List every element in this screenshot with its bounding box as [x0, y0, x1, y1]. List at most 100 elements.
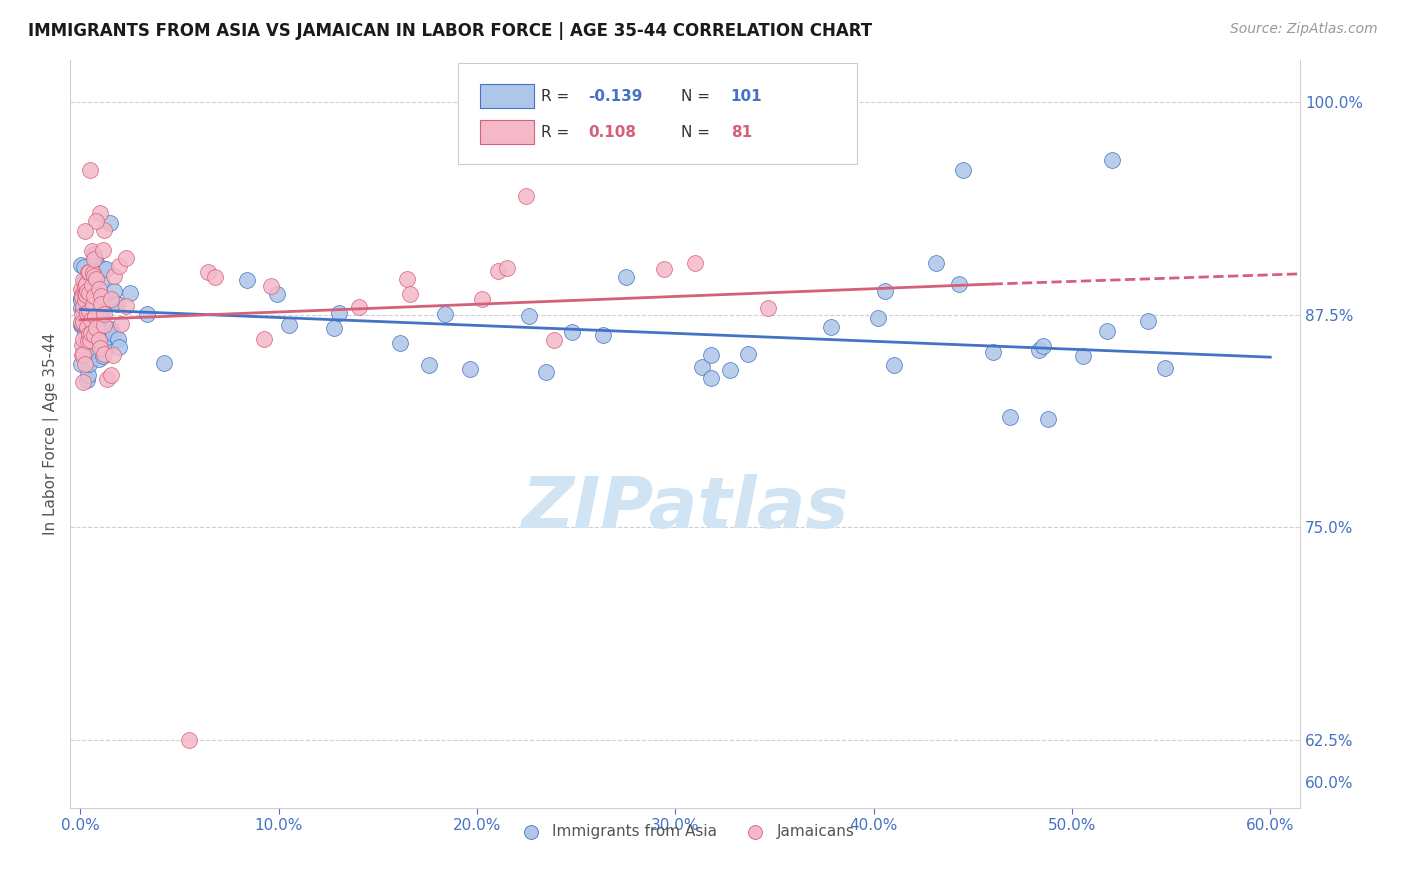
- Point: [90, 289, 112, 303]
- Point: [73, 287, 96, 301]
- Point: [69, 291, 91, 305]
- Point: [75, 277, 97, 292]
- Point: [278, 318, 301, 333]
- Point: [76, 275, 98, 289]
- Text: Source: ZipAtlas.com: Source: ZipAtlas.com: [1230, 22, 1378, 37]
- Point: [91, 349, 114, 363]
- Point: [83, 327, 105, 342]
- Text: IMMIGRANTS FROM ASIA VS JAMAICAN IN LABOR FORCE | AGE 35-44 CORRELATION CHART: IMMIGRANTS FROM ASIA VS JAMAICAN IN LABO…: [28, 22, 872, 40]
- Point: [75, 293, 97, 307]
- Point: [873, 284, 896, 298]
- Point: [73, 224, 96, 238]
- Point: [77, 357, 100, 371]
- Point: [1038, 411, 1060, 425]
- Point: [79, 288, 101, 302]
- Point: [328, 306, 350, 320]
- Point: [614, 269, 637, 284]
- Point: [83, 302, 105, 317]
- Point: [72, 290, 94, 304]
- Point: [96, 330, 118, 344]
- Point: [534, 365, 557, 379]
- Text: 81: 81: [731, 125, 752, 140]
- Point: [101, 348, 124, 362]
- Point: [84, 293, 107, 307]
- Point: [70, 348, 93, 362]
- Point: [72, 299, 94, 313]
- Point: [93, 347, 115, 361]
- Point: [1032, 339, 1054, 353]
- Point: [517, 309, 540, 323]
- Point: [70, 282, 93, 296]
- Point: [73, 260, 96, 274]
- Point: [83, 289, 105, 303]
- Point: [952, 163, 974, 178]
- Point: [75, 288, 97, 302]
- Point: [89, 342, 111, 356]
- Point: [87, 282, 110, 296]
- Point: [433, 307, 456, 321]
- Point: [486, 264, 509, 278]
- Text: R =: R =: [541, 125, 575, 140]
- Point: [136, 307, 159, 321]
- Point: [77, 334, 100, 348]
- Point: [347, 300, 370, 314]
- Point: [70, 307, 93, 321]
- Point: [80, 304, 103, 318]
- Point: [72, 303, 94, 318]
- Point: [69, 258, 91, 272]
- Point: [70, 293, 93, 307]
- Point: [418, 358, 440, 372]
- Point: [72, 376, 94, 390]
- Legend: Immigrants from Asia, Jamaicans: Immigrants from Asia, Jamaicans: [509, 818, 860, 845]
- Point: [84, 321, 107, 335]
- Point: [98, 216, 121, 230]
- Point: [981, 345, 1004, 359]
- Point: [76, 321, 98, 335]
- Point: [93, 222, 115, 236]
- Point: [1028, 343, 1050, 358]
- Point: [72, 273, 94, 287]
- Point: [96, 294, 118, 309]
- Text: 0.108: 0.108: [588, 125, 636, 140]
- Point: [69, 357, 91, 371]
- Point: [690, 359, 713, 374]
- Point: [76, 373, 98, 387]
- Point: [737, 347, 759, 361]
- Point: [1101, 153, 1123, 167]
- Point: [83, 332, 105, 346]
- Point: [83, 316, 105, 330]
- Point: [103, 269, 125, 284]
- Point: [107, 340, 129, 354]
- Point: [75, 320, 97, 334]
- Text: 101: 101: [731, 89, 762, 103]
- Point: [253, 333, 276, 347]
- Point: [72, 283, 94, 297]
- Point: [83, 268, 105, 283]
- Point: [179, 732, 201, 747]
- Point: [396, 272, 419, 286]
- Point: [925, 256, 948, 270]
- Text: N =: N =: [682, 125, 716, 140]
- Point: [399, 287, 422, 301]
- Point: [82, 266, 104, 280]
- Point: [90, 308, 112, 322]
- Point: [93, 307, 115, 321]
- Point: [75, 325, 97, 339]
- Point: [471, 292, 494, 306]
- Point: [107, 332, 129, 346]
- Point: [79, 306, 101, 320]
- Point: [718, 363, 741, 377]
- Point: [1073, 349, 1095, 363]
- Point: [75, 285, 97, 299]
- Point: [91, 244, 114, 258]
- Point: [79, 313, 101, 327]
- Point: [79, 163, 101, 178]
- Point: [120, 286, 142, 301]
- Point: [77, 279, 100, 293]
- Point: [83, 247, 105, 261]
- Point: [96, 340, 118, 354]
- Point: [75, 274, 97, 288]
- Point: [75, 286, 97, 301]
- Point: [83, 271, 105, 285]
- FancyBboxPatch shape: [457, 63, 858, 164]
